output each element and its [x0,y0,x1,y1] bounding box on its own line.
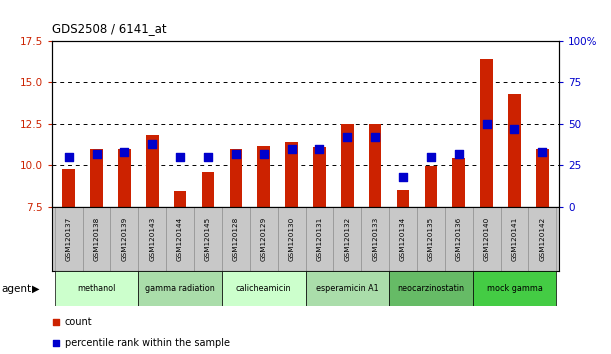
Point [259,151,269,157]
Text: GSM120135: GSM120135 [428,217,434,261]
Text: neocarzinostatin: neocarzinostatin [397,284,464,293]
Bar [202,172,214,207]
Text: GSM120133: GSM120133 [372,217,378,261]
Bar [285,142,298,207]
Bar [90,149,103,207]
Point [398,174,408,180]
Text: GSM120145: GSM120145 [205,217,211,261]
Bar [194,207,222,271]
Point [203,154,213,160]
Bar [146,135,158,207]
Point [231,151,241,157]
Bar [118,149,131,207]
Bar [222,271,306,306]
Point [510,126,519,132]
Bar [55,271,138,306]
Text: count: count [65,317,92,327]
Point [51,340,61,346]
Bar [250,207,277,271]
Point [342,135,352,140]
Bar [529,207,556,271]
Text: GSM120139: GSM120139 [122,217,127,261]
Point [120,149,130,155]
Bar [82,207,111,271]
Bar [480,59,493,207]
Text: GSM120144: GSM120144 [177,217,183,261]
Bar [230,149,242,207]
Point [51,319,61,325]
Point [147,141,157,147]
Text: GSM120131: GSM120131 [316,217,323,261]
Bar [508,94,521,207]
Text: GSM120143: GSM120143 [149,217,155,261]
Bar [369,124,381,207]
Bar [389,271,473,306]
Bar [138,207,166,271]
Bar [445,207,473,271]
Point [315,146,324,152]
Bar [222,207,250,271]
Text: GSM120130: GSM120130 [288,217,295,261]
Text: GSM120132: GSM120132 [344,217,350,261]
Bar [257,146,270,207]
Text: percentile rank within the sample: percentile rank within the sample [65,338,230,348]
Text: agent: agent [1,284,31,293]
Point [175,154,185,160]
Bar [306,271,389,306]
Bar [55,207,82,271]
Text: methanol: methanol [78,284,115,293]
Bar [536,149,549,207]
Bar [397,190,409,207]
Bar [138,271,222,306]
Bar [361,207,389,271]
Text: ▶: ▶ [32,284,39,293]
Bar [334,207,361,271]
Bar [166,207,194,271]
Bar [453,158,465,207]
Point [92,151,101,157]
Point [426,154,436,160]
Point [64,154,73,160]
Text: GSM120140: GSM120140 [484,217,489,261]
Bar [111,207,138,271]
Text: calicheamicin: calicheamicin [236,284,291,293]
Text: mock gamma: mock gamma [486,284,543,293]
Text: esperamicin A1: esperamicin A1 [316,284,379,293]
Bar [473,271,556,306]
Text: GSM120134: GSM120134 [400,217,406,261]
Bar [473,207,500,271]
Bar [341,124,354,207]
Text: GSM120137: GSM120137 [65,217,71,261]
Text: GSM120142: GSM120142 [540,217,546,261]
Point [538,149,547,155]
Bar [500,207,529,271]
Text: GSM120136: GSM120136 [456,217,462,261]
Text: GSM120141: GSM120141 [511,217,518,261]
Bar [425,166,437,207]
Point [287,146,296,152]
Point [481,121,491,127]
Bar [417,207,445,271]
Bar [313,147,326,207]
Point [454,151,464,157]
Bar [389,207,417,271]
Bar [306,207,334,271]
Text: GSM120128: GSM120128 [233,217,239,261]
Text: GSM120129: GSM120129 [261,217,267,261]
Text: gamma radiation: gamma radiation [145,284,215,293]
Point [370,135,380,140]
Bar [62,169,75,207]
Bar [174,191,186,207]
Text: GDS2508 / 6141_at: GDS2508 / 6141_at [52,22,167,35]
Bar [277,207,306,271]
Text: GSM120138: GSM120138 [93,217,100,261]
